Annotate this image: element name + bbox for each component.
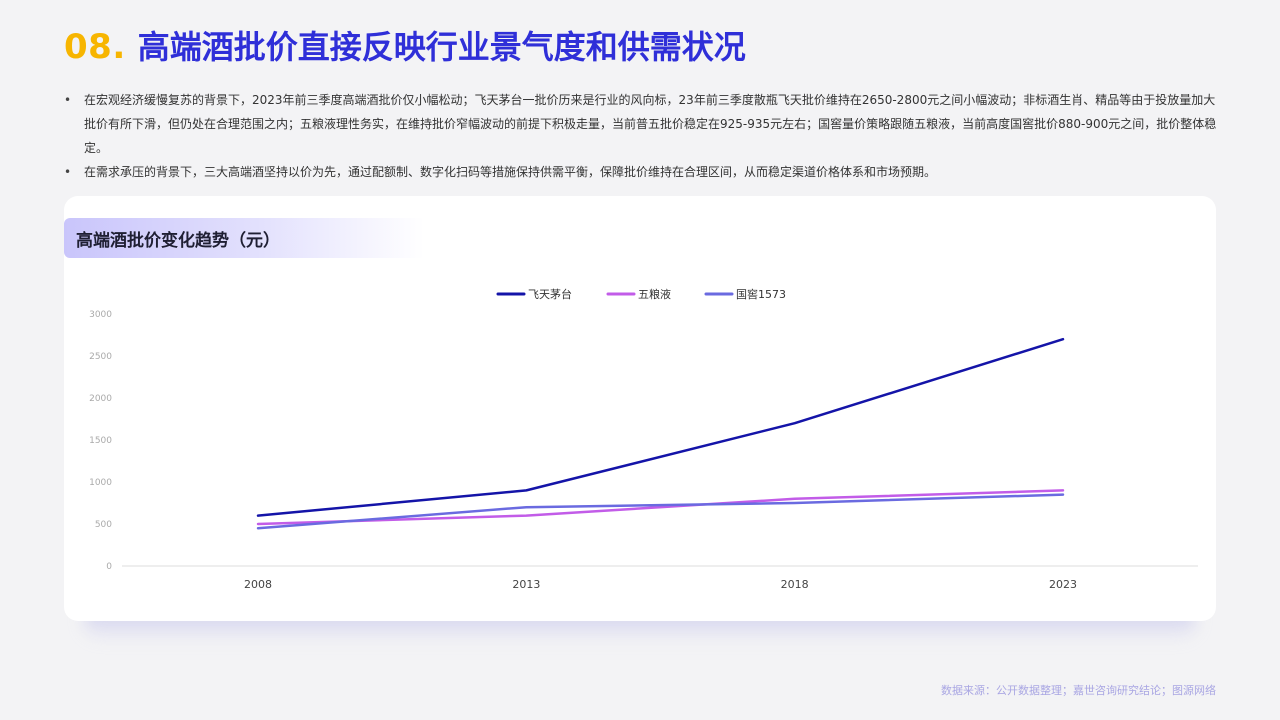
y-tick-label: 500 (95, 520, 112, 530)
x-tick-label: 2023 (1049, 578, 1077, 591)
series-line (256, 337, 1065, 517)
x-tick-label: 2013 (512, 578, 540, 591)
legend-label: 国窖1573 (736, 287, 786, 301)
x-tick-label: 2018 (781, 578, 809, 591)
chart-card-title: 高端酒批价变化趋势（元） (64, 218, 424, 258)
bullet-item: 在需求承压的背景下，三大高端酒坚持以价为先，通过配额制、数字化扫码等措施保持供需… (64, 160, 1220, 184)
series-line (256, 493, 1065, 530)
bullet-item: 在宏观经济缓慢复苏的背景下，2023年前三季度高端酒批价仅小幅松动；飞天茅台一批… (64, 88, 1220, 160)
chart-card: 高端酒批价变化趋势（元） 飞天茅台 五粮液 国窖1573 0 500 1000 1500 2… (64, 196, 1216, 621)
y-tick-label: 0 (106, 562, 112, 572)
chart-series (256, 337, 1065, 530)
legend-label: 五粮液 (638, 287, 671, 301)
page-title: 高端酒批价直接反映行业景气度和供需状况 (137, 28, 746, 66)
y-axis: 0 500 1000 1500 2000 2500 3000 (89, 310, 112, 572)
x-tick-label: 2008 (244, 578, 272, 591)
chart-legend: 飞天茅台 五粮液 国窖1573 (496, 287, 786, 301)
data-source-footer: 数据来源：公开数据整理；嘉世咨询研究结论；图源网络 (941, 684, 1216, 697)
bullet-list: 在宏观经济缓慢复苏的背景下，2023年前三季度高端酒批价仅小幅松动；飞天茅台一批… (64, 88, 1220, 184)
y-tick-label: 2500 (89, 352, 112, 362)
y-tick-label: 1000 (89, 478, 112, 488)
page-header: 08. 高端酒批价直接反映行业景气度和供需状况 (64, 22, 746, 68)
line-chart: 飞天茅台 五粮液 国窖1573 0 500 1000 1500 2000 2500 3000 2… (89, 287, 1198, 591)
y-tick-label: 1500 (89, 436, 112, 446)
y-tick-label: 2000 (89, 394, 112, 404)
series-line (256, 489, 1065, 526)
section-number: 08. (64, 27, 126, 67)
legend-label: 飞天茅台 (528, 287, 572, 301)
chart-title: 高端酒批价变化趋势（元） (76, 230, 280, 251)
x-axis: 2008 2013 2018 2023 (122, 565, 1198, 591)
y-tick-label: 3000 (89, 310, 112, 320)
